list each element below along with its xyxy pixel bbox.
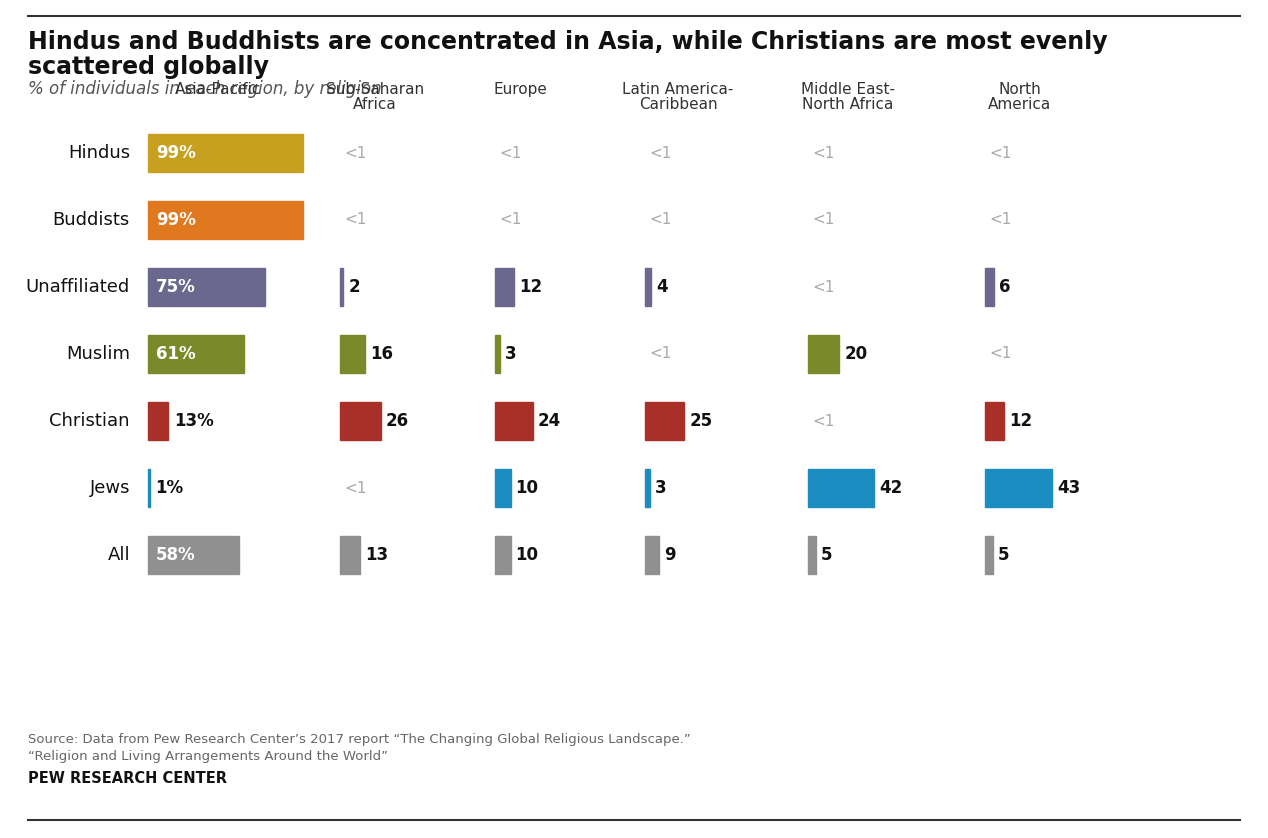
Text: 5: 5 [820,546,832,564]
Text: Jews: Jews [90,479,131,497]
Text: Latin America-: Latin America- [623,82,734,97]
Text: Hindus: Hindus [68,144,131,162]
Bar [645,536,659,574]
Text: 16: 16 [370,345,393,363]
Text: Source: Data from Pew Research Center’s 2017 report “The Changing Global Religio: Source: Data from Pew Research Center’s … [28,733,691,746]
Text: All: All [108,546,131,564]
Text: “Religion and Living Arrangements Around the World”: “Religion and Living Arrangements Around… [28,750,388,763]
Text: <1: <1 [344,146,366,161]
Bar [985,536,993,574]
Text: America: America [988,97,1051,112]
Bar [645,469,649,507]
Text: PEW RESEARCH CENTER: PEW RESEARCH CENTER [28,771,227,786]
Bar [148,335,243,373]
Text: 10: 10 [516,479,539,497]
Bar [340,536,360,574]
Bar [340,268,344,306]
Bar [985,402,1004,440]
Text: North Africa: North Africa [803,97,894,112]
Bar [808,536,815,574]
Text: Sub-Saharan: Sub-Saharan [326,82,424,97]
Text: 13%: 13% [175,412,214,430]
Text: <1: <1 [812,146,834,161]
Bar [495,469,511,507]
Bar [148,469,150,507]
Text: Europe: Europe [493,82,547,97]
Bar [148,536,238,574]
Text: <1: <1 [500,146,521,161]
Bar [495,268,514,306]
Text: 42: 42 [879,479,902,497]
Bar [645,402,685,440]
Bar [495,402,533,440]
Text: 12: 12 [1009,412,1032,430]
Bar [340,402,380,440]
Text: 3: 3 [505,345,516,363]
Text: 24: 24 [538,412,560,430]
Bar [148,201,303,239]
Text: 4: 4 [657,278,668,296]
Text: 75%: 75% [156,278,195,296]
Text: <1: <1 [989,346,1012,361]
Text: 99%: 99% [156,144,195,162]
Text: 25: 25 [689,412,713,430]
Bar [645,268,652,306]
Text: 20: 20 [844,345,867,363]
Text: <1: <1 [989,213,1012,227]
Text: Hindus and Buddhists are concentrated in Asia, while Christians are most evenly: Hindus and Buddhists are concentrated in… [28,30,1108,54]
Text: 13: 13 [365,546,388,564]
Bar [340,335,365,373]
Text: <1: <1 [344,480,366,495]
Text: 99%: 99% [156,211,195,229]
Text: Africa: Africa [353,97,397,112]
Text: 1%: 1% [156,479,184,497]
Text: 61%: 61% [156,345,195,363]
Text: 12: 12 [519,278,541,296]
Text: % of individuals in each region, by religion: % of individuals in each region, by reli… [28,80,382,98]
Text: 5: 5 [998,546,1009,564]
Bar [148,402,169,440]
Text: 6: 6 [999,278,1011,296]
Text: 10: 10 [516,546,539,564]
Text: <1: <1 [812,413,834,428]
Text: <1: <1 [500,213,521,227]
Text: Muslim: Muslim [66,345,131,363]
Text: <1: <1 [649,146,671,161]
Text: 3: 3 [654,479,666,497]
Text: <1: <1 [812,213,834,227]
Bar [808,469,874,507]
Text: 9: 9 [664,546,676,564]
Text: Middle East-: Middle East- [801,82,895,97]
Text: <1: <1 [344,213,366,227]
Text: 2: 2 [349,278,360,296]
Bar [495,536,511,574]
Text: <1: <1 [649,346,671,361]
Bar [985,268,994,306]
Bar [148,134,303,172]
Text: <1: <1 [989,146,1012,161]
Text: Asia-Pacific: Asia-Pacific [175,82,261,97]
Text: 58%: 58% [156,546,195,564]
Text: <1: <1 [812,280,834,294]
Text: 26: 26 [385,412,408,430]
Text: Buddists: Buddists [53,211,131,229]
Bar [148,268,265,306]
Text: 43: 43 [1058,479,1080,497]
Text: North: North [999,82,1041,97]
Text: Caribbean: Caribbean [639,97,718,112]
Text: Christian: Christian [49,412,131,430]
Bar [985,469,1052,507]
Text: <1: <1 [649,213,671,227]
Text: scattered globally: scattered globally [28,55,269,79]
Text: Unaffiliated: Unaffiliated [25,278,131,296]
Bar [495,335,500,373]
Bar [808,335,839,373]
